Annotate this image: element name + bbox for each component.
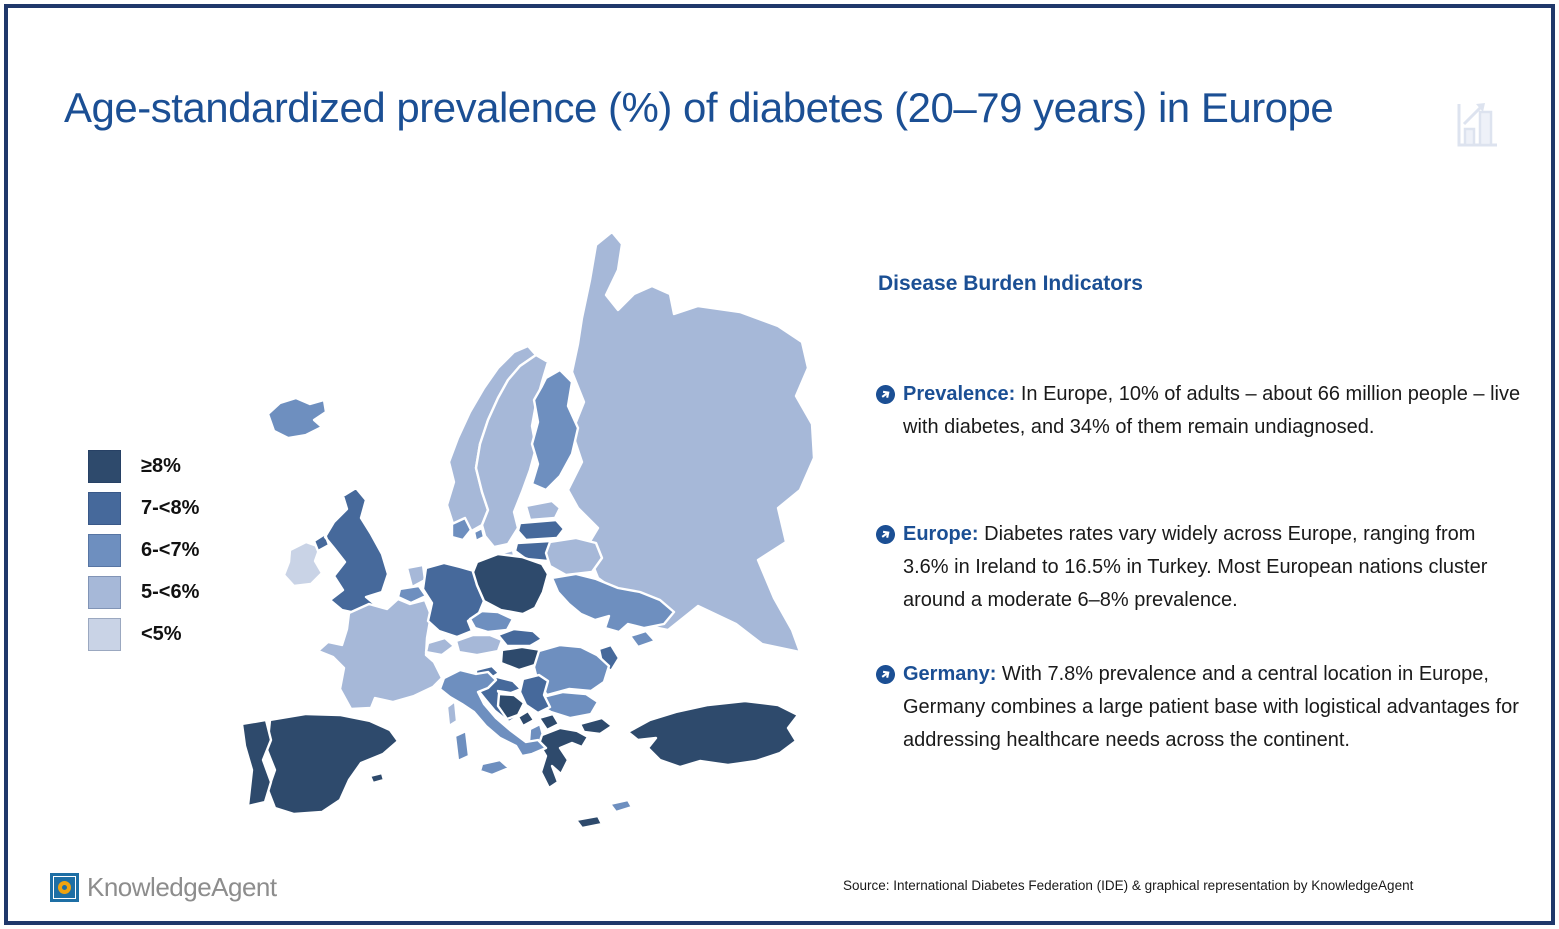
legend-label: 7-<8% — [141, 497, 200, 519]
europe-choropleth-map — [240, 230, 816, 830]
map-country-latvia — [516, 518, 566, 542]
map-country-austria — [454, 633, 504, 657]
logo-ring-icon — [58, 881, 71, 894]
legend-swatch — [88, 534, 121, 567]
map-country-germany — [421, 561, 486, 639]
map-country-spain — [265, 712, 400, 816]
bullet-text: Europe: Diabetes rates vary widely acros… — [903, 518, 1524, 617]
bar-chart-growth-icon — [1457, 103, 1497, 147]
circle-arrow-icon — [876, 525, 895, 544]
legend-swatch — [88, 576, 121, 609]
knowledgeagent-logo-icon — [50, 873, 79, 902]
map-country-estonia — [524, 499, 562, 522]
map-country-finland — [530, 368, 580, 492]
map-country-italy — [438, 668, 548, 777]
page-title: Age-standardized prevalence (%) of diabe… — [64, 84, 1334, 131]
map-country-cyprus — [608, 798, 634, 814]
map-country-ukraine — [550, 572, 676, 649]
map-country-bosnia-and-herzegovina — [496, 692, 526, 721]
bullet-label: Europe: — [903, 523, 979, 545]
bullet-text: Prevalence: In Europe, 10% of adults – a… — [903, 378, 1524, 444]
legend-label: 5-<6% — [141, 581, 200, 603]
map-country-belgium — [396, 584, 428, 605]
legend-swatch — [88, 450, 121, 483]
bullet-prevalence: Prevalence: In Europe, 10% of adults – a… — [876, 378, 1524, 444]
map-country-czechia — [468, 609, 515, 634]
bullet-body-text: In Europe, 10% of adults – about 66 mill… — [903, 383, 1521, 438]
source-attribution: Source: International Diabetes Federatio… — [843, 878, 1414, 893]
panel-heading: Disease Burden Indicators — [878, 272, 1143, 295]
legend-item: <5% — [88, 618, 199, 651]
map-country-slovakia — [496, 627, 544, 648]
bullet-label: Germany: — [903, 663, 997, 685]
legend-label: 6-<7% — [141, 539, 200, 561]
legend-item: 6-<7% — [88, 534, 199, 567]
map-country-sweden — [474, 353, 550, 549]
bullet-europe: Europe: Diabetes rates vary widely acros… — [876, 518, 1524, 617]
legend-item: 5-<6% — [88, 576, 199, 609]
map-country-netherlands — [405, 563, 427, 589]
map-country-denmark — [450, 516, 486, 543]
bullet-label: Prevalence: — [903, 383, 1016, 405]
legend-swatch — [88, 618, 121, 651]
bullet-body-text: With 7.8% prevalence and a central locat… — [903, 663, 1519, 751]
bullet-body-text: Diabetes rates vary widely across Europe… — [903, 523, 1488, 611]
legend-label: <5% — [141, 623, 182, 645]
circle-arrow-icon — [876, 665, 895, 684]
map-country-montenegro — [516, 709, 536, 728]
map-country-france — [316, 597, 459, 728]
map-country-poland — [471, 552, 550, 616]
legend-swatch — [88, 492, 121, 525]
bullet-text: Germany: With 7.8% prevalence and a cent… — [903, 658, 1524, 757]
map-country-iceland — [266, 396, 328, 440]
legend-label: ≥8% — [141, 455, 181, 477]
legend-item: 7-<8% — [88, 492, 199, 525]
knowledgeagent-logo: KnowledgeAgent — [50, 872, 277, 903]
map-country-portugal — [240, 718, 273, 808]
circle-arrow-icon — [876, 385, 895, 404]
map-country-north-macedonia — [537, 712, 561, 732]
legend-item: ≥8% — [88, 450, 199, 483]
map-country-united-kingdom — [312, 486, 390, 616]
map-country-belarus — [544, 536, 604, 577]
map-country-greece — [537, 726, 604, 830]
map-country-switzerland — [424, 636, 456, 657]
map-country-serbia — [518, 673, 552, 715]
map-legend: ≥8% 7-<8% 6-<7% 5-<6% <5% — [88, 450, 199, 660]
bullet-germany: Germany: With 7.8% prevalence and a cent… — [876, 658, 1524, 757]
map-country-turkey — [578, 699, 800, 769]
logo-text: KnowledgeAgent — [87, 872, 277, 902]
map-country-ireland — [282, 540, 324, 588]
